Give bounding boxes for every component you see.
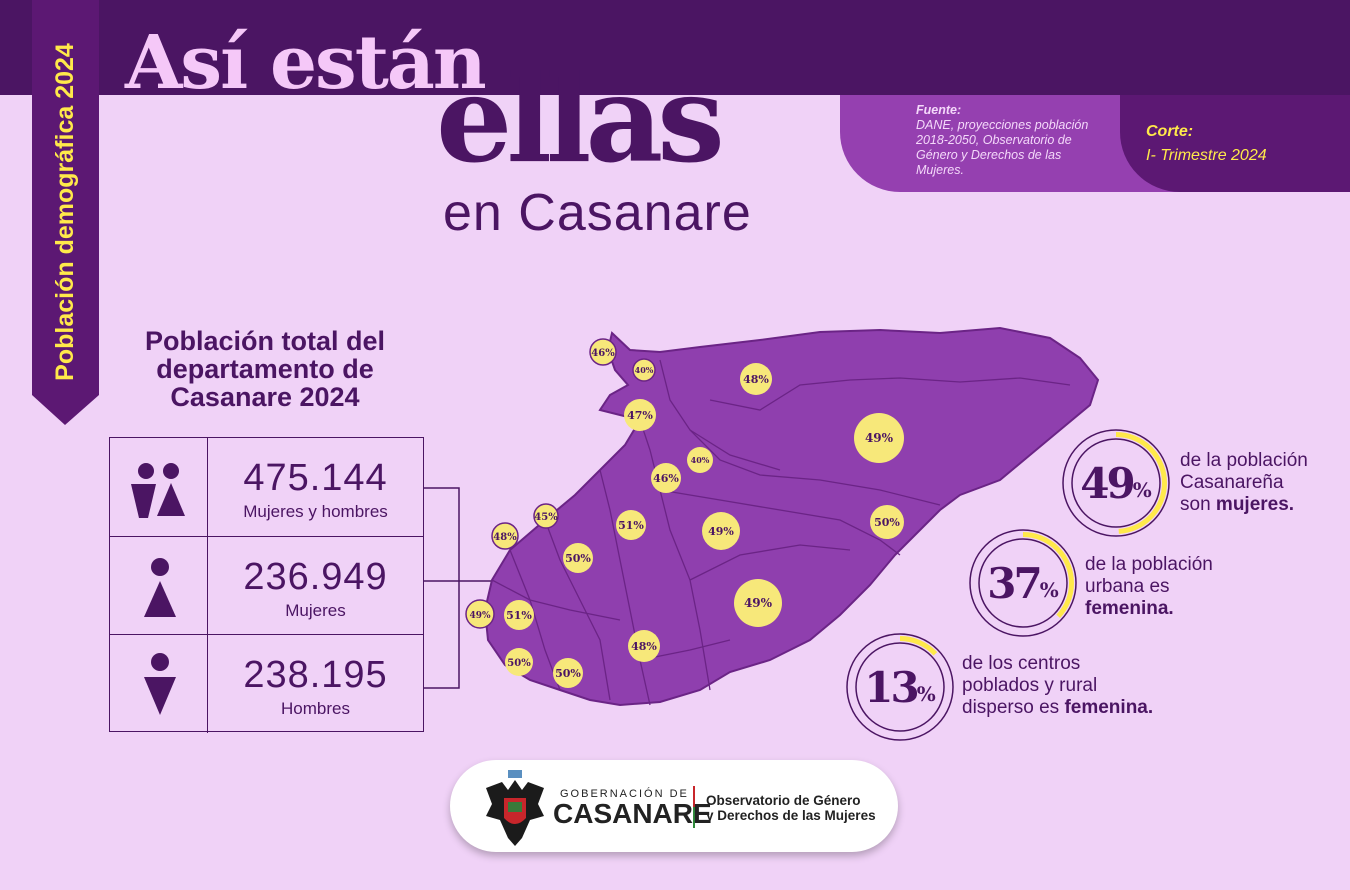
map-badge: 46% xyxy=(591,348,615,359)
women-label: Mujeres xyxy=(285,601,346,620)
top-band xyxy=(0,0,1350,95)
side-ribbon: Población demográfica 2024 xyxy=(32,0,99,425)
map-badge: 49% xyxy=(865,431,894,445)
title-line3: en Casanare xyxy=(443,184,752,242)
map-badge: 49% xyxy=(744,596,773,610)
women-men-icon xyxy=(110,438,208,536)
stat-text-women: de la población Casanareña son mujeres. xyxy=(1180,450,1308,515)
corte-text: Corte: I- Trimestre 2024 xyxy=(1146,120,1267,168)
corte-bg xyxy=(1120,95,1350,192)
map-badge: 40% xyxy=(635,365,654,375)
stat-ring-rural: 13% xyxy=(845,632,955,742)
map-badge: 51% xyxy=(618,519,644,532)
stat-ring-women: 49% xyxy=(1061,428,1171,538)
stat-number: 13 xyxy=(864,662,919,712)
man-icon xyxy=(110,635,208,733)
map-badge: 40% xyxy=(691,455,710,465)
stat-percent: % xyxy=(916,682,936,706)
coat-of-arms-icon xyxy=(486,770,544,846)
source-panel: Fuente: DANE, proyecciones población 201… xyxy=(840,95,1350,192)
map-badge: 50% xyxy=(555,667,581,680)
corte-body: I- Trimestre 2024 xyxy=(1146,147,1267,164)
gobernacion-big: CASANARE xyxy=(553,798,712,829)
total-value: 475.144 xyxy=(243,457,388,499)
map-badge: 50% xyxy=(507,658,531,669)
map-badge: 50% xyxy=(874,516,900,529)
stat-percent: % xyxy=(1039,578,1059,602)
stat-text-rural: de los centros poblados y rural disperso… xyxy=(962,653,1154,718)
men-value: 238.195 xyxy=(243,654,388,696)
map-badge: 48% xyxy=(631,640,657,653)
map-badge: 51% xyxy=(506,609,532,622)
map-badge: 47% xyxy=(627,409,653,422)
stat-number: 37 xyxy=(987,558,1042,608)
map-badge: 48% xyxy=(493,532,517,543)
woman-icon xyxy=(110,537,208,635)
map-badge: 50% xyxy=(565,552,591,565)
gobernacion-small: GOBERNACIÓN DE xyxy=(560,788,689,800)
table-row: 238.195 Hombres xyxy=(110,634,423,733)
stat-percent: % xyxy=(1132,478,1152,502)
men-label: Hombres xyxy=(281,699,350,718)
women-value: 236.949 xyxy=(243,556,388,598)
title-line2: ellas xyxy=(436,49,725,190)
map-badge: 48% xyxy=(743,373,769,386)
source-label: Fuente: xyxy=(916,103,962,117)
table-row: 475.144 Mujeres y hombres xyxy=(110,438,423,536)
source-text: Fuente: DANE, proyecciones población 201… xyxy=(916,103,1106,178)
map-badge: 49% xyxy=(708,525,734,538)
stat-number: 49 xyxy=(1080,458,1135,508)
source-body: DANE, proyecciones población 2018-2050, … xyxy=(916,118,1089,177)
table-row: 236.949 Mujeres xyxy=(110,536,423,635)
population-title: Población total del departamento de Casa… xyxy=(144,326,386,412)
corte-label: Corte: xyxy=(1146,123,1194,140)
total-label: Mujeres y hombres xyxy=(243,502,388,521)
stat-text-urban: de la población urbana es femenina. xyxy=(1085,554,1213,619)
map-badge: 45% xyxy=(534,512,558,523)
observatorio-text: Observatorio de Género y Derechos de las… xyxy=(706,793,876,823)
logo-pill: GOBERNACIÓN DE CASANARE Observatorio de … xyxy=(450,760,898,852)
title-line1: Así están xyxy=(125,20,487,106)
stat-ring-urban: 37% xyxy=(968,528,1078,638)
population-table: 475.144 Mujeres y hombres 236.949 Mujere… xyxy=(109,437,424,733)
map-badge: 46% xyxy=(653,472,679,485)
map-badge: 49% xyxy=(469,611,491,621)
